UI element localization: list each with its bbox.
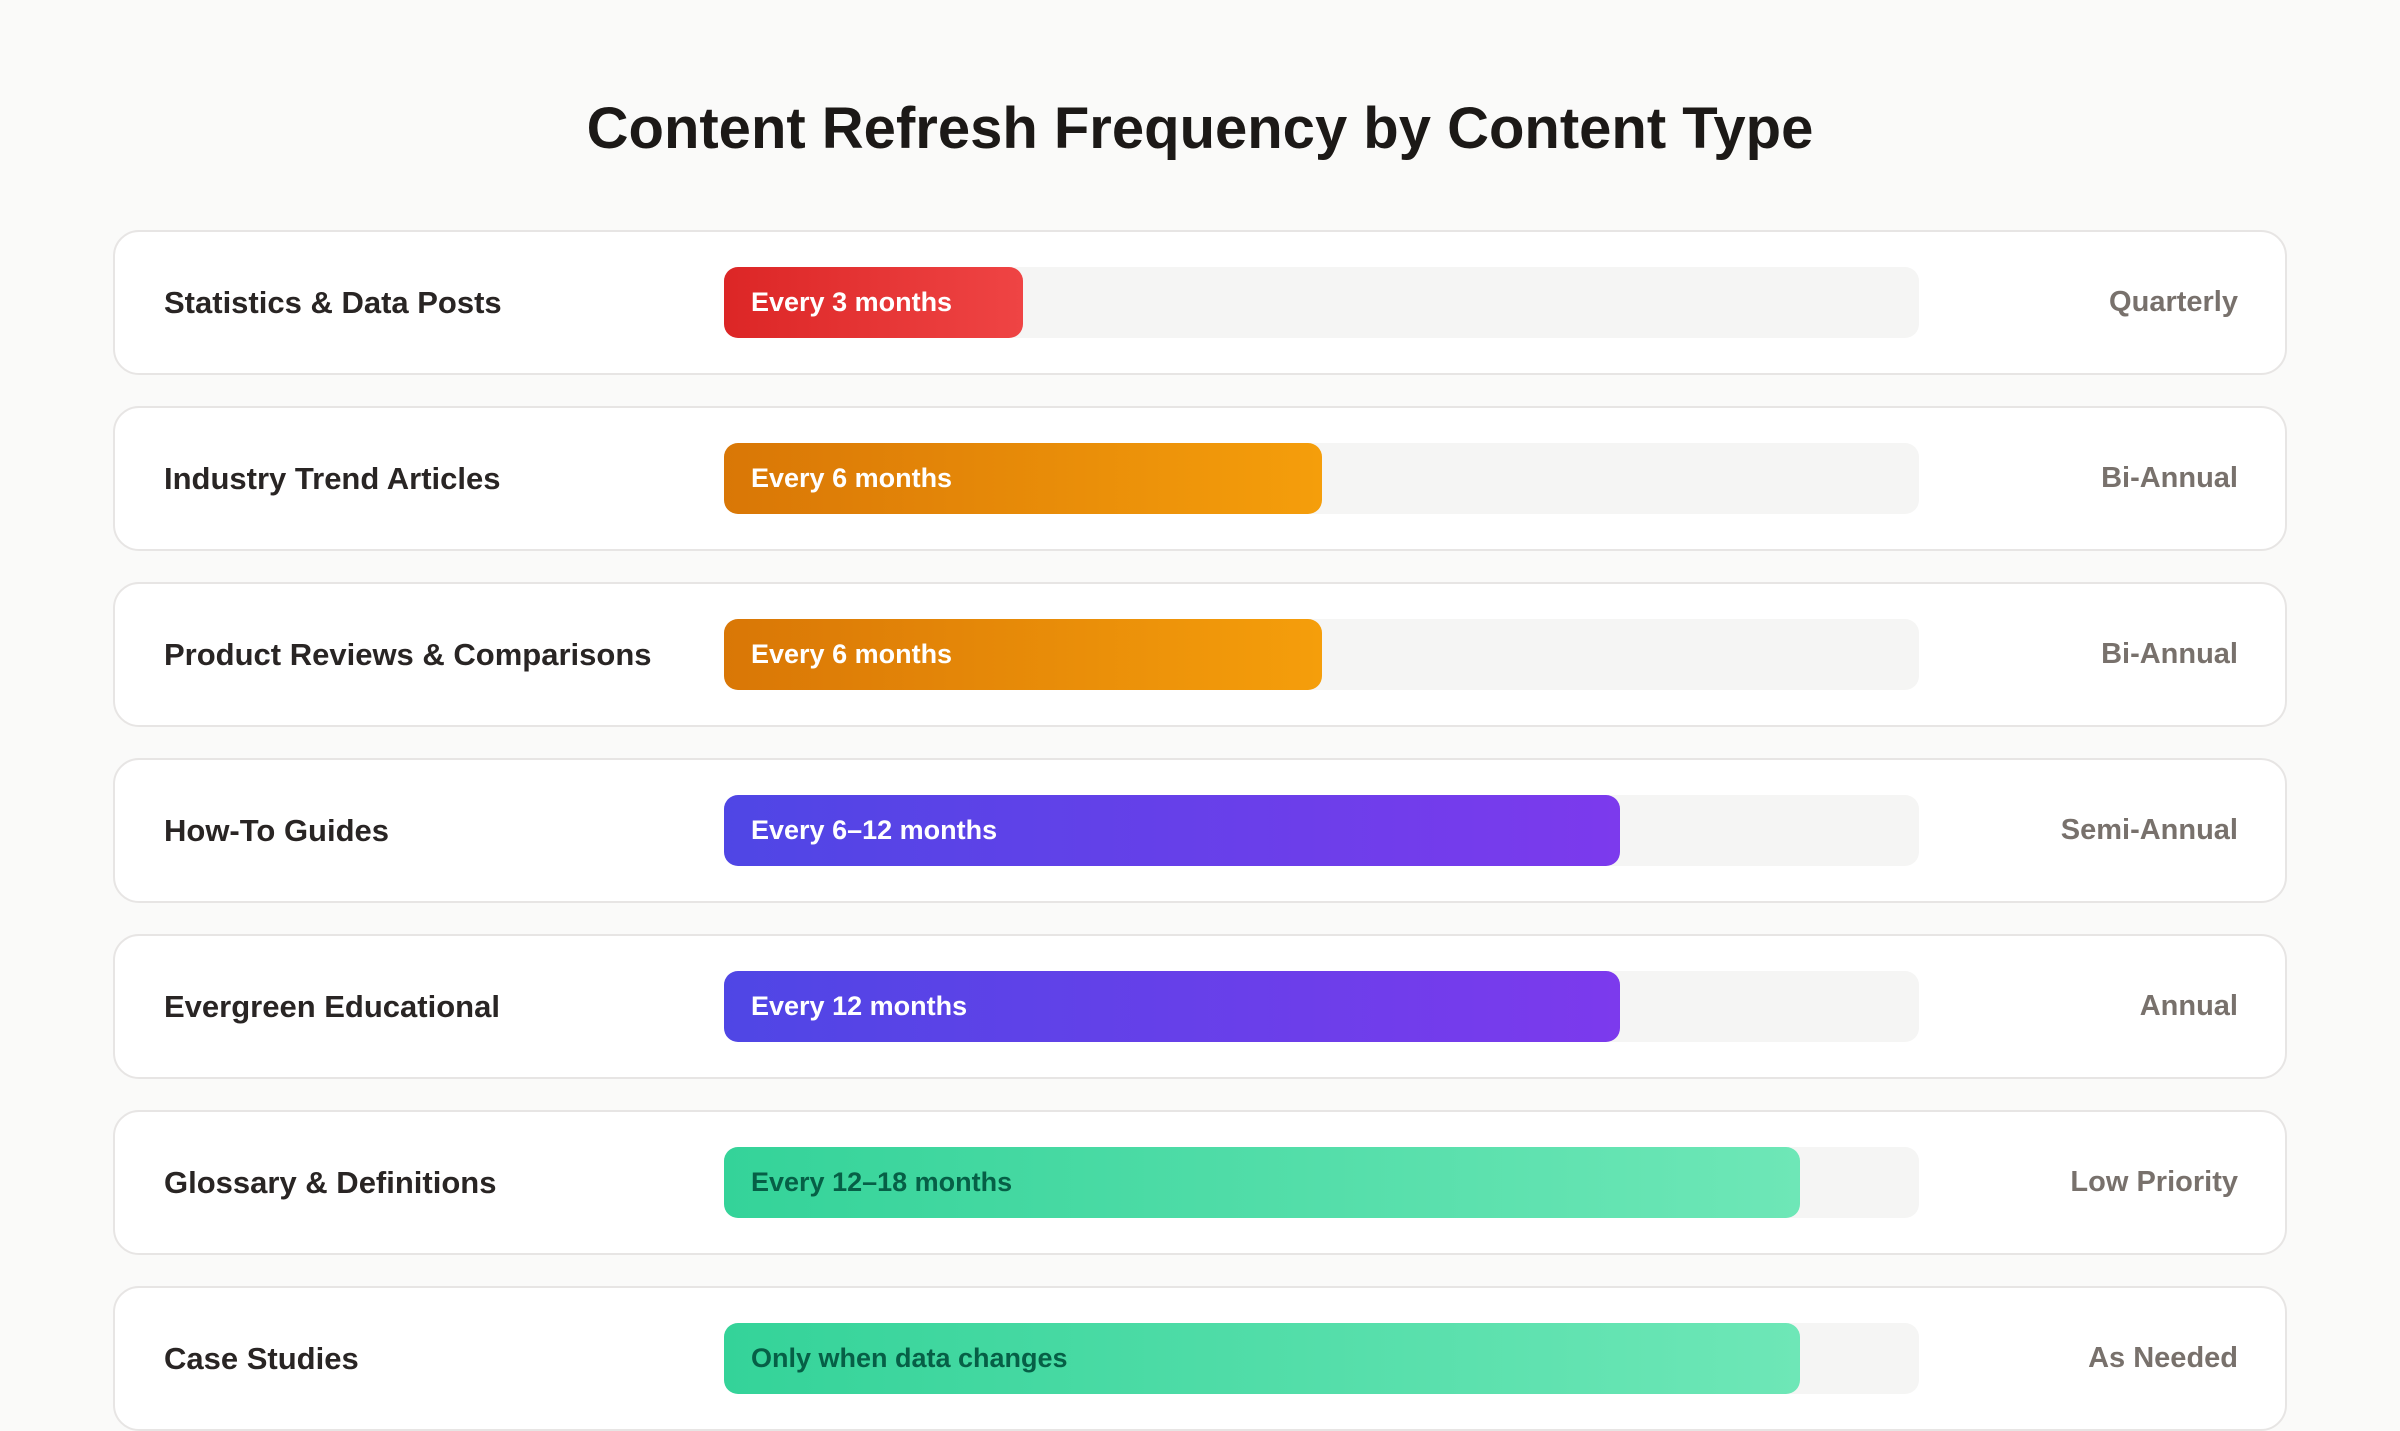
cadence-tag: Bi-Annual xyxy=(2101,462,2238,494)
row-label: Glossary & Definitions xyxy=(164,1165,497,1200)
page: Content Refresh Frequency by Content Typ… xyxy=(113,96,2287,1431)
bar-label: Every 3 months xyxy=(751,287,953,317)
cadence-tag: Semi-Annual xyxy=(2060,814,2238,846)
bar-track: Every 6–12 months xyxy=(724,795,1919,866)
row-label: How-To Guides xyxy=(164,813,390,848)
bar-label: Only when data changes xyxy=(751,1343,1068,1373)
row-label: Product Reviews & Comparisons xyxy=(164,637,652,672)
row-card: Statistics & Data Posts Every 3 months Qua… xyxy=(113,230,2287,375)
row-card: Glossary & Definitions Every 12–18 months… xyxy=(113,1110,2287,1255)
cadence-tag: As Needed xyxy=(2088,1342,2238,1374)
bar xyxy=(724,971,1621,1042)
row-card: How-To Guides Every 6–12 months Semi-Annua… xyxy=(113,758,2287,903)
row-label: Statistics & Data Posts xyxy=(164,285,502,320)
cadence-tag: Quarterly xyxy=(2109,286,2238,318)
bar-label: Every 12 months xyxy=(751,991,968,1021)
bar-track: Every 12–18 months xyxy=(724,1147,1919,1218)
row-card: Evergreen Educational Every 12 months Annu… xyxy=(113,934,2287,1079)
bar-label: Every 6 months xyxy=(751,463,953,493)
bar-track: Every 3 months xyxy=(724,267,1919,338)
bar xyxy=(724,267,1023,338)
bar-track: Every 6 months xyxy=(724,619,1919,690)
bar-track: Every 12 months xyxy=(724,971,1919,1042)
row-label: Evergreen Educational xyxy=(164,989,500,1024)
bar-track: Only when data changes xyxy=(724,1323,1919,1394)
row-label: Industry Trend Articles xyxy=(164,461,501,496)
cadence-tag: Annual xyxy=(2139,990,2238,1022)
bar-label: Every 6–12 months xyxy=(751,815,998,845)
bar-label: Every 12–18 months xyxy=(751,1167,1013,1197)
cadence-tag: Bi-Annual xyxy=(2101,638,2238,670)
bar xyxy=(724,619,1322,690)
row-label: Case Studies xyxy=(164,1341,359,1376)
cadence-tag: Low Priority xyxy=(2070,1166,2238,1198)
bar xyxy=(724,443,1322,514)
row-card: Product Reviews & Comparisons Every 6 mon… xyxy=(113,582,2287,727)
row-card: Industry Trend Articles Every 6 months Bi-… xyxy=(113,406,2287,551)
bar-track: Every 6 months xyxy=(724,443,1919,514)
bar xyxy=(724,1147,1800,1218)
bar xyxy=(724,795,1621,866)
row-card: Case Studies Only when data changes As Nee… xyxy=(113,1286,2287,1431)
title: Content Refresh Frequency by Content Typ… xyxy=(586,96,1814,161)
bar-label: Every 6 months xyxy=(751,639,953,669)
